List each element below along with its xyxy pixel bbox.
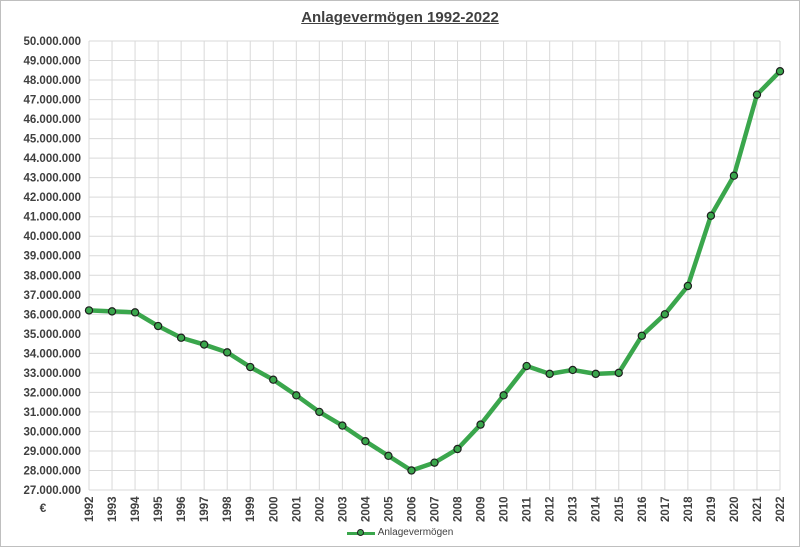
x-tick-label: 2011 [522, 496, 534, 522]
y-tick-label: 43.000.000 [23, 173, 81, 185]
legend-marker [357, 529, 364, 536]
y-tick-label: 46.000.000 [23, 114, 81, 126]
data-point [707, 212, 714, 219]
y-tick-label: 39.000.000 [23, 251, 81, 263]
y-tick-label: 45.000.000 [23, 134, 81, 146]
x-tick-label: 2014 [591, 496, 603, 522]
data-point [776, 68, 783, 75]
y-tick-label: 35.000.000 [23, 329, 81, 341]
y-tick-label: 44.000.000 [23, 153, 81, 165]
y-tick-label: 47.000.000 [23, 95, 81, 107]
x-tick-label: 2021 [752, 496, 764, 522]
x-tick-label: 2013 [568, 496, 580, 522]
y-tick-label: 32.000.000 [23, 387, 81, 399]
x-tick-label: 2003 [337, 496, 349, 522]
data-point [684, 282, 691, 289]
x-tick-label: 1999 [245, 496, 257, 522]
y-tick-label: 30.000.000 [23, 426, 81, 438]
x-tick-label: 2008 [453, 496, 465, 522]
legend-label: Anlagevermögen [378, 527, 454, 538]
x-tick-label: 2001 [291, 496, 303, 522]
data-point [362, 438, 369, 445]
data-point [569, 366, 576, 373]
x-tick-label: 1994 [130, 496, 142, 522]
x-tick-label: 2009 [476, 496, 488, 522]
y-tick-label: 28.000.000 [23, 465, 81, 477]
x-tick-label: 2022 [775, 496, 787, 522]
x-axis-ticks: 1992 1993 1994 1995 1996 1997 1998 1999 2000 2001… [84, 496, 787, 522]
data-point [339, 422, 346, 429]
data-point [385, 452, 392, 459]
y-tick-label: 29.000.000 [23, 446, 81, 458]
y-tick-label: 42.000.000 [23, 192, 81, 204]
x-tick-label: 2007 [430, 496, 442, 522]
data-point [108, 308, 115, 315]
legend: Anlagevermögen [0, 527, 800, 538]
x-tick-label: 1998 [222, 496, 234, 522]
x-tick-label: 2006 [406, 496, 418, 522]
data-point [270, 376, 277, 383]
data-point [477, 421, 484, 428]
x-tick-label: 2016 [637, 496, 649, 522]
data-point [155, 322, 162, 329]
y-tick-label: 36.000.000 [23, 309, 81, 321]
gridlines [89, 41, 780, 490]
x-tick-label: 2000 [268, 496, 280, 522]
x-tick-label: 2019 [706, 496, 718, 522]
data-point [85, 307, 92, 314]
data-point [730, 172, 737, 179]
x-tick-label: 2015 [614, 496, 626, 522]
y-tick-label: 27.000.000 [23, 485, 81, 497]
x-tick-label: 2018 [683, 496, 695, 522]
data-point [247, 363, 254, 370]
y-tick-label: 49.000.000 [23, 56, 81, 68]
x-tick-label: 1997 [199, 496, 211, 522]
data-point [224, 349, 231, 356]
x-tick-label: 1995 [153, 496, 165, 522]
data-point [131, 309, 138, 316]
x-tick-label: 2004 [360, 496, 372, 522]
x-tick-label: 2020 [729, 496, 741, 522]
x-tick-label: 1996 [176, 496, 188, 522]
y-tick-label: 34.000.000 [23, 348, 81, 360]
y-tick-label: 33.000.000 [23, 368, 81, 380]
data-point [201, 341, 208, 348]
y-tick-label: 48.000.000 [23, 75, 81, 87]
x-tick-label: 2005 [383, 496, 395, 522]
data-point [753, 91, 760, 98]
data-point [615, 369, 622, 376]
y-tick-label: 50.000.000 [23, 36, 81, 48]
data-point [500, 392, 507, 399]
y-tick-label: 31.000.000 [23, 407, 81, 419]
legend-swatch [347, 528, 375, 538]
data-point [454, 445, 461, 452]
y-axis-unit-label: € [40, 501, 47, 515]
x-tick-label: 2012 [545, 496, 557, 522]
data-point [178, 334, 185, 341]
data-point [661, 311, 668, 318]
x-tick-label: 1992 [84, 496, 96, 522]
data-point [592, 370, 599, 377]
y-axis-ticks: 27.000.000 28.000.000 29.000.000 30.000.000… [23, 36, 81, 497]
data-point [316, 408, 323, 415]
x-tick-label: 2017 [660, 496, 672, 522]
y-tick-label: 37.000.000 [23, 290, 81, 302]
x-tick-label: 2010 [499, 496, 511, 522]
data-point [523, 362, 530, 369]
data-point [293, 392, 300, 399]
data-point [431, 459, 438, 466]
x-tick-label: 2002 [314, 496, 326, 522]
y-tick-label: 40.000.000 [23, 231, 81, 243]
data-point [408, 467, 415, 474]
y-tick-label: 41.000.000 [23, 212, 81, 224]
y-tick-label: 38.000.000 [23, 270, 81, 282]
data-point [546, 370, 553, 377]
data-point [638, 332, 645, 339]
x-tick-label: 1993 [107, 496, 119, 522]
